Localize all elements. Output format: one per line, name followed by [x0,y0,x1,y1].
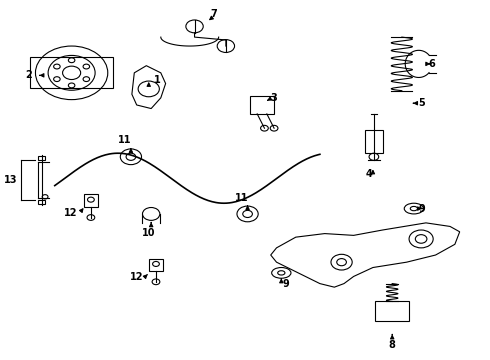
Bar [250,96,274,114]
Bar [365,130,383,153]
Text: 2: 2 [25,70,32,80]
Text: 11: 11 [119,135,132,145]
Text: 12: 12 [129,272,143,282]
Text: 12: 12 [64,208,78,218]
Text: 8: 8 [389,340,395,350]
Text: 9: 9 [283,279,290,289]
Text: 3: 3 [270,93,277,103]
Text: 7: 7 [210,9,217,19]
Text: 10: 10 [142,228,155,238]
Bar [38,200,45,204]
Text: 6: 6 [428,59,435,69]
Text: 1: 1 [153,75,160,85]
Bar [30,57,113,88]
Text: 13: 13 [3,175,17,185]
Bar [375,301,409,321]
Bar [38,156,45,160]
Text: 5: 5 [419,98,425,108]
Text: 11: 11 [235,193,248,203]
Text: 4: 4 [365,168,372,179]
Text: 9: 9 [419,203,425,213]
